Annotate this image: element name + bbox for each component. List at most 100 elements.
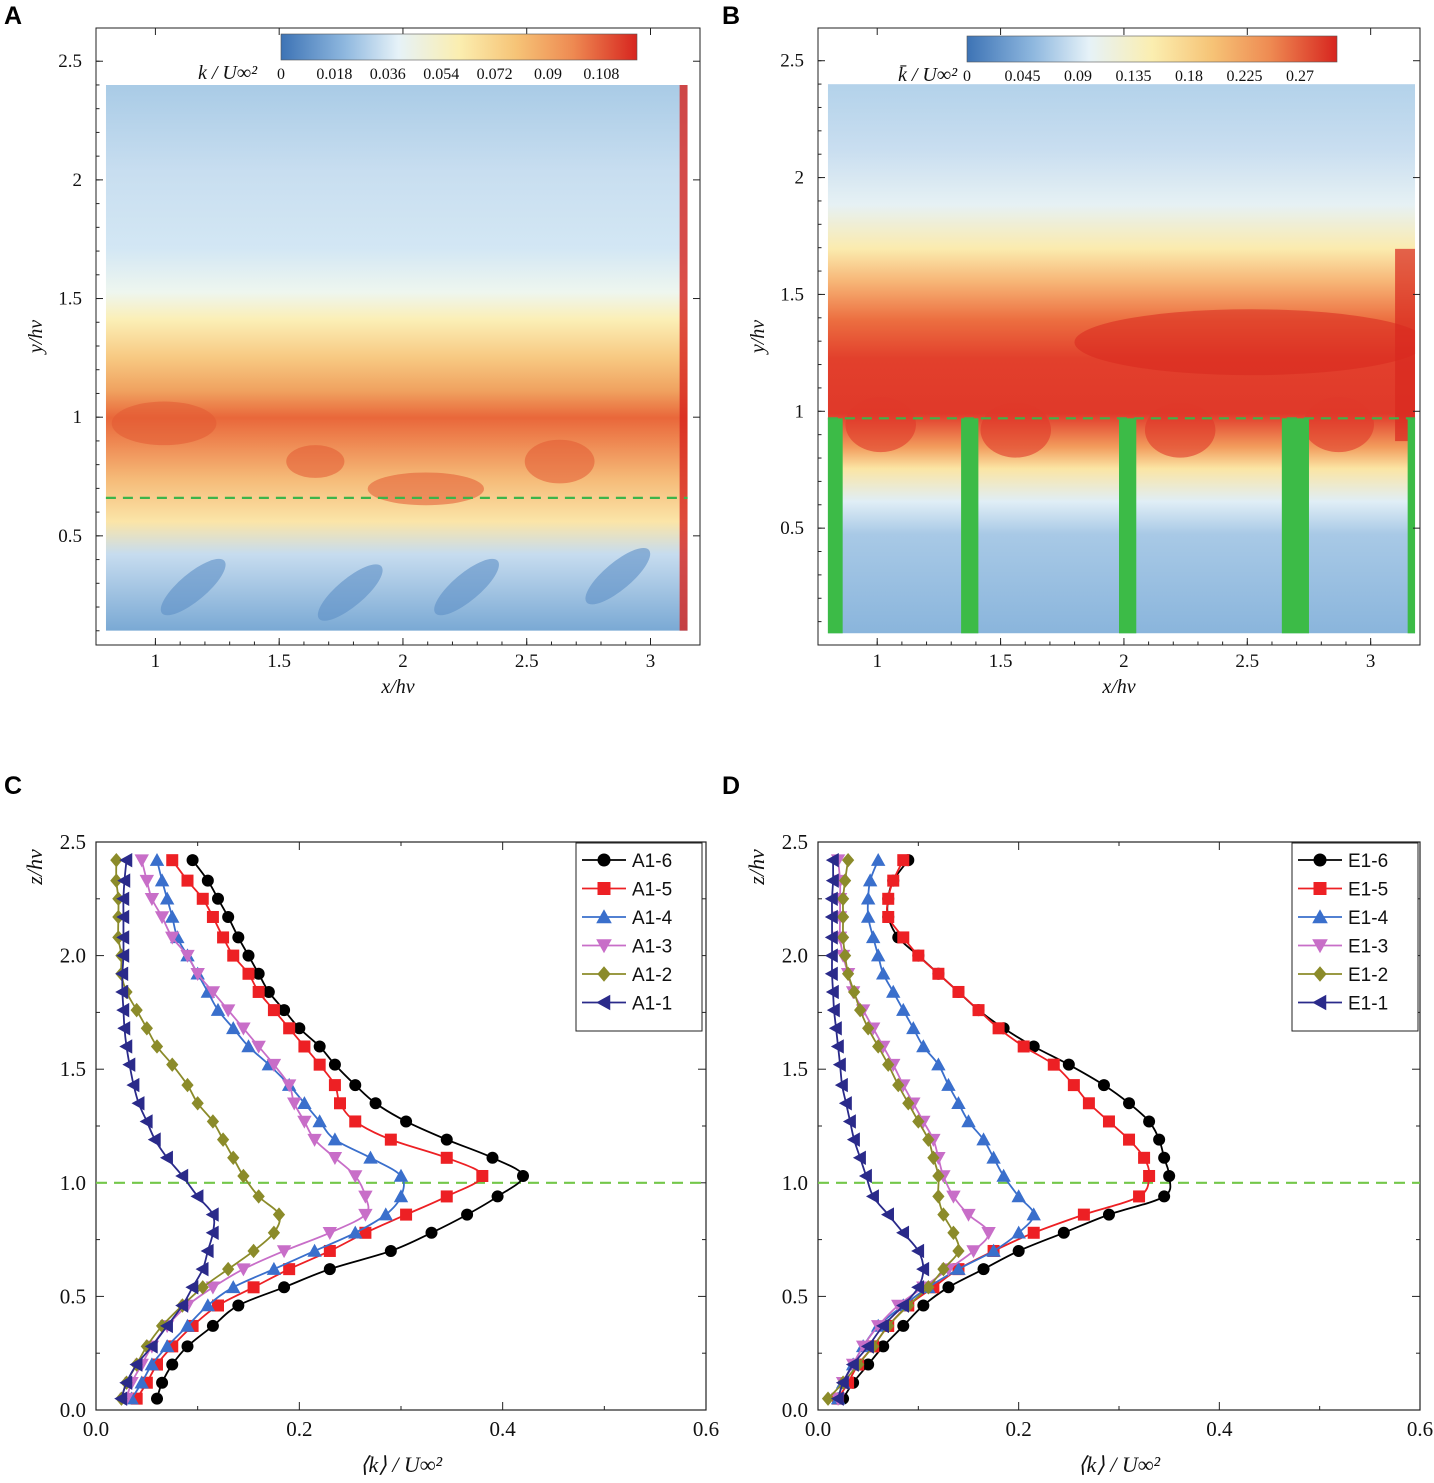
data-point	[348, 1170, 363, 1184]
data-point	[1012, 1244, 1025, 1257]
x-tick-label: 0.0	[805, 1417, 831, 1441]
heatmap-edge	[679, 84, 688, 631]
data-point	[911, 1243, 925, 1259]
data-point	[212, 892, 224, 905]
data-point	[916, 1261, 930, 1277]
data-point	[206, 1114, 220, 1129]
data-point	[400, 1115, 413, 1128]
colorbar-tick-label: 0.09	[1064, 68, 1092, 85]
data-point	[871, 948, 886, 962]
data-point	[872, 1039, 885, 1054]
data-point	[912, 949, 925, 962]
data-point	[297, 1096, 312, 1110]
data-point	[881, 1207, 894, 1222]
data-point	[877, 1340, 890, 1353]
x-tick-label: 1	[872, 651, 882, 672]
data-point	[232, 1299, 245, 1312]
chart-d-profiles: 0.0 0.2 0.4 0.6 0.0 0.5 1.0 1.5 2.0 2.5 ⟨k⟩ / U∞² z…	[744, 830, 1433, 1477]
data-point	[327, 1132, 343, 1146]
data-point	[166, 1358, 179, 1371]
data-point	[1312, 939, 1328, 954]
data-point	[992, 1022, 1005, 1035]
x-tick-label: 1.5	[989, 651, 1013, 672]
series-line-a1-5	[135, 859, 484, 1400]
colorbar-title: k̄ / U∞²	[898, 64, 958, 86]
data-point	[597, 853, 611, 867]
data-point	[298, 1040, 311, 1053]
data-point	[824, 948, 838, 963]
data-point	[116, 1002, 130, 1018]
data-point	[1011, 1189, 1026, 1203]
data-point	[1027, 1040, 1040, 1053]
heatmap-streak	[585, 547, 651, 605]
data-point	[862, 873, 878, 887]
data-point	[1312, 909, 1328, 924]
data-point	[227, 949, 240, 962]
data-point	[328, 1058, 341, 1071]
data-point	[393, 1168, 409, 1182]
data-point	[835, 1375, 849, 1390]
x-axis-title: ⟨k⟩ / U∞²	[360, 1452, 443, 1477]
data-point	[190, 1189, 204, 1204]
data-point	[860, 1339, 874, 1354]
y-tick-label: 2.5	[60, 830, 86, 854]
data-point	[931, 1057, 946, 1071]
data-point	[281, 1079, 297, 1093]
data-point	[1082, 1097, 1095, 1110]
data-point	[144, 1357, 160, 1371]
data-point	[1097, 1079, 1110, 1092]
legend-label: E1-6	[1348, 851, 1388, 872]
vegetation-stem	[1119, 418, 1137, 634]
data-point	[876, 966, 891, 980]
data-point	[322, 1227, 338, 1240]
y-tick-label: 1.5	[782, 1057, 808, 1081]
data-point	[977, 1263, 990, 1276]
data-point	[941, 1077, 956, 1091]
data-point	[1138, 1151, 1151, 1164]
data-point	[278, 1281, 291, 1294]
data-point	[1011, 1225, 1026, 1239]
data-point	[882, 1057, 895, 1072]
data-point	[220, 1004, 236, 1018]
data-point	[986, 1150, 1001, 1164]
data-point	[201, 874, 214, 887]
legend-label: E1-3	[1348, 937, 1388, 958]
data-point	[858, 1168, 872, 1184]
data-point	[165, 931, 180, 945]
data-point	[226, 1021, 241, 1035]
data-point	[440, 1190, 453, 1203]
data-point	[596, 994, 611, 1011]
data-point	[1026, 1207, 1041, 1221]
data-point	[226, 1280, 241, 1294]
data-point	[821, 1391, 835, 1406]
data-point	[186, 854, 199, 867]
data-point	[205, 986, 221, 1000]
legend-label: A1-2	[632, 965, 672, 986]
data-point	[236, 1022, 251, 1036]
x-tick-label: 0.0	[83, 1417, 109, 1441]
x-tick-label: 0.2	[286, 1417, 312, 1441]
data-point	[937, 1261, 950, 1277]
data-point	[116, 948, 130, 963]
data-point	[830, 1039, 844, 1054]
colorbar-tick-label: 0.054	[423, 66, 459, 83]
data-point	[596, 939, 612, 954]
y-tick-label: 2.5	[782, 830, 808, 854]
data-point	[862, 1358, 875, 1371]
y-tick-label: 0.5	[58, 526, 82, 547]
data-point	[154, 911, 170, 925]
data-point	[912, 1114, 925, 1129]
data-point	[825, 873, 839, 888]
data-point	[862, 1021, 875, 1036]
colorbar-tick-label: 0	[963, 68, 971, 85]
data-point	[896, 1002, 911, 1016]
data-point	[181, 874, 194, 887]
data-point	[205, 1281, 221, 1295]
y-axis-title: y/hv	[25, 320, 47, 355]
data-point	[349, 1115, 362, 1128]
data-point	[1027, 1226, 1040, 1239]
data-point	[205, 1207, 219, 1222]
data-point	[180, 949, 195, 963]
chart-a-heatmap: 1 1.5 2 2.5 3 0.5 1 1.5 2 2.5 x/hv y/hv 0 0.018 0.036 0…	[25, 27, 701, 698]
data-point	[1313, 966, 1327, 982]
